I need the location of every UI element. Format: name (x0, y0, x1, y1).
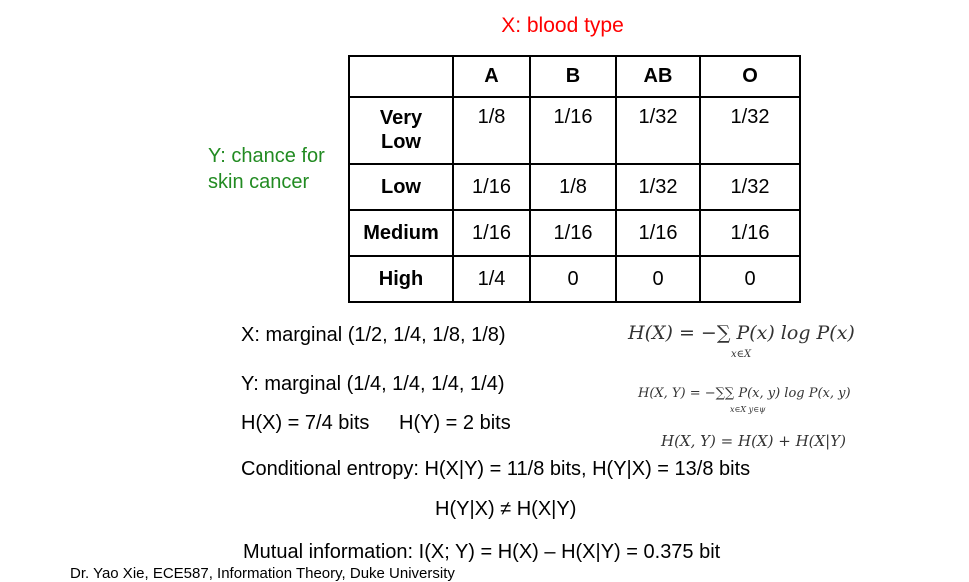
x-marginal-text: X: marginal (1/2, 1/4, 1/8, 1/8) (241, 324, 506, 346)
table-row: High 1/4 0 0 0 (348, 255, 801, 303)
table-row: Low 1/16 1/8 1/32 1/32 (348, 163, 801, 211)
mutual-information-text: Mutual information: I(X; Y) = H(X) – H(X… (243, 541, 721, 563)
inequality-text: H(Y|X) ≠ H(X|Y) (435, 498, 577, 520)
y-axis-title: Y: chance for skin cancer (208, 145, 325, 193)
row-label: Medium (348, 209, 454, 257)
table-corner-cell (348, 55, 454, 98)
table-cell: 0 (699, 255, 801, 303)
y-marginal-text: Y: marginal (1/4, 1/4, 1/4, 1/4) (241, 373, 505, 395)
x-axis-title: X: blood type (501, 14, 624, 37)
table-cell: 1/16 (615, 209, 701, 257)
entropy-formula: H(X) = −∑ P(x) log P(x) (628, 322, 855, 344)
column-header: A (452, 55, 531, 98)
table-cell: 1/16 (452, 163, 531, 211)
table-cell: 1/32 (615, 96, 701, 165)
table-cell: 1/4 (452, 255, 531, 303)
column-header: B (529, 55, 617, 98)
table-cell: 0 (615, 255, 701, 303)
row-label: Low (348, 163, 454, 211)
column-header: AB (615, 55, 701, 98)
joint-distribution-table: A B AB O Very Low 1/8 1/16 1/32 1/32 Low… (348, 55, 801, 303)
column-header: O (699, 55, 801, 98)
table-cell: 1/16 (529, 209, 617, 257)
table-cell: 1/8 (452, 96, 531, 165)
joint-entropy-formula-subscript: x∈X y∈ψ (730, 405, 766, 414)
entropy-formula-subscript: x∈X (731, 349, 752, 360)
table-cell: 1/16 (699, 209, 801, 257)
row-label: High (348, 255, 454, 303)
table-header-row: A B AB O (348, 55, 801, 98)
table-cell: 1/16 (529, 96, 617, 165)
table-cell: 1/32 (699, 96, 801, 165)
table-row: Very Low 1/8 1/16 1/32 1/32 (348, 96, 801, 165)
conditional-entropy-text: Conditional entropy: H(X|Y) = 11/8 bits,… (241, 458, 751, 480)
chain-rule-formula: H(X, Y) = H(X) + H(X|Y) (661, 432, 846, 450)
table-cell: 1/32 (699, 163, 801, 211)
table-row: Medium 1/16 1/16 1/16 1/16 (348, 209, 801, 257)
table-cell: 1/16 (452, 209, 531, 257)
hy-value-text: H(Y) = 2 bits (399, 412, 511, 434)
table-cell: 1/8 (529, 163, 617, 211)
table-cell: 0 (529, 255, 617, 303)
hx-value-text: H(X) = 7/4 bits (241, 412, 370, 434)
joint-entropy-formula: H(X, Y) = −∑∑ P(x, y) log P(x, y) (638, 386, 851, 401)
footer-credit: Dr. Yao Xie, ECE587, Information Theory,… (70, 565, 455, 582)
table-cell: 1/32 (615, 163, 701, 211)
row-label: Very Low (348, 96, 454, 165)
